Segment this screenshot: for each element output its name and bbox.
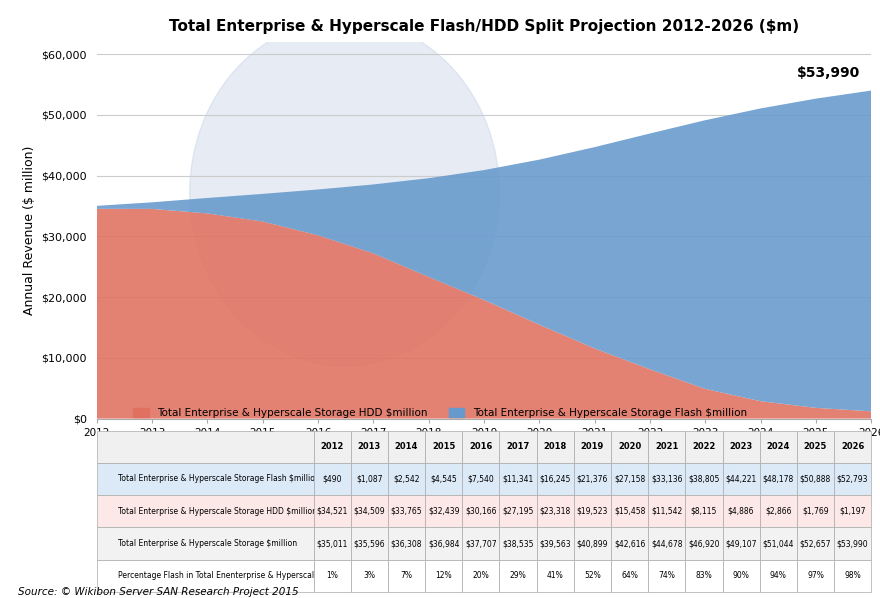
Text: Source: © Wikibon Server SAN Research Project 2015: Source: © Wikibon Server SAN Research Pr… xyxy=(18,587,298,597)
Title: Total Enterprise & Hyperscale Flash/HDD Split Projection 2012-2026 ($m): Total Enterprise & Hyperscale Flash/HDD … xyxy=(169,19,799,33)
Ellipse shape xyxy=(190,19,500,366)
Legend: Total Enterprise & Hyperscale Storage HDD $million, Total Enterprise & Hyperscal: Total Enterprise & Hyperscale Storage HD… xyxy=(129,404,751,422)
Text: $53,990: $53,990 xyxy=(797,66,860,81)
Y-axis label: Annual Revenue ($ million): Annual Revenue ($ million) xyxy=(23,145,36,315)
